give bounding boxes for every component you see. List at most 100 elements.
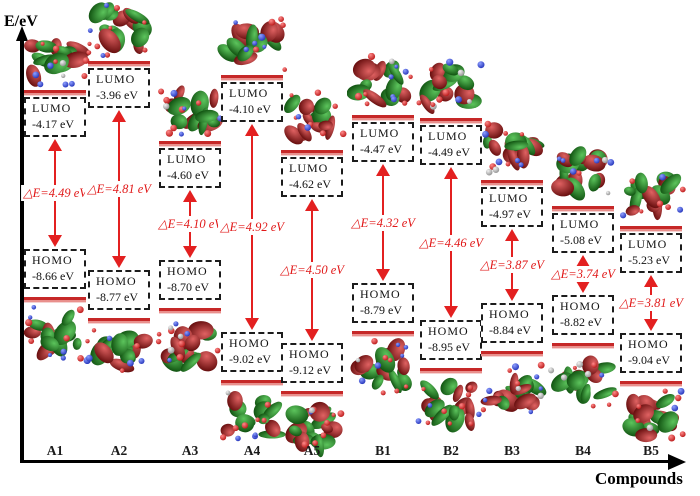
lumo-label: LUMO [360,126,400,140]
lumo-label: LUMO [489,191,529,205]
lumo-box: LUMO -4.62 eV [281,157,343,198]
homo-label: HOMO [360,287,401,301]
homo-label: HOMO [32,253,73,267]
lumo-energy-value: -4.47 eV [360,141,402,156]
homo-label: HOMO [96,274,137,288]
homo-label: HOMO [628,337,669,351]
arrow-down-icon [245,318,259,330]
lumo-level-line [88,61,150,64]
lumo-box: LUMO -4.49 eV [420,125,482,166]
lumo-label: LUMO [428,129,468,143]
lumo-label: LUMO [628,237,668,251]
lumo-box: LUMO -4.10 eV [221,82,283,123]
lumo-label: LUMO [289,161,329,175]
y-axis-line [20,40,24,463]
homo-box: HOMO -8.84 eV [481,303,543,344]
arrow-down-icon [644,319,658,331]
lumo-level-line [221,75,283,78]
arrow-down-icon [48,235,62,247]
lumo-box: LUMO -5.23 eV [620,233,682,274]
homo-level-line [221,380,283,383]
lumo-level-line [281,150,343,153]
homo-box: HOMO -9.04 eV [620,333,682,374]
gap-value-label: △E=3.81 eV [617,295,685,311]
lumo-box: LUMO -4.97 eV [481,187,543,228]
homo-energy-value: -8.79 eV [360,302,402,317]
lumo-level-line [420,118,482,121]
homo-orbital-image [476,361,547,417]
homo-orbital-image [220,390,286,442]
lumo-orbital-image [347,53,413,108]
homo-box: HOMO -8.79 eV [352,283,414,324]
compound-label: B2 [443,443,459,458]
homo-label: HOMO [167,264,208,278]
homo-box: HOMO -8.66 eV [24,249,86,290]
homo-level-line [88,318,150,321]
homo-orbital-image [622,388,686,443]
lumo-energy-value: -3.96 eV [96,87,138,102]
lumo-label: LUMO [229,86,269,100]
homo-label: HOMO [489,307,530,321]
homo-label: HOMO [428,324,469,338]
gap-value-label: △E=4.50 eV [278,262,346,278]
lumo-orbital-image [158,85,224,137]
gap-value-label: △E=4.46 eV [417,234,485,251]
homo-orbital-image [23,305,91,364]
homo-orbital-image [285,401,345,458]
lumo-box: LUMO -4.47 eV [352,122,414,163]
arrow-down-icon [183,246,197,258]
homo-energy-value: -9.04 eV [628,352,670,367]
lumo-label: LUMO [167,152,207,166]
compound-label: A3 [181,443,199,458]
lumo-energy-value: -5.23 eV [628,252,670,267]
gap-value-label: △E=3.74 eV [549,266,617,282]
compound-label: A1 [46,443,64,458]
homo-energy-value: -9.02 eV [229,351,271,366]
arrow-down-icon [376,269,390,281]
gap-value-label: △E=4.10 eV [156,216,224,232]
x-axis-label: Compounds [595,469,683,488]
homo-orbital-image [548,355,619,409]
compound-label: B5 [643,443,659,458]
lumo-orbital-image [620,171,686,221]
compound-label: A5 [303,443,321,458]
homo-label: HOMO [289,347,330,361]
gap-value-label: △E=4.32 eV [349,214,417,231]
arrow-down-icon [505,289,519,301]
homo-energy-value: -8.82 eV [560,314,602,329]
lumo-orbital-image [217,16,287,72]
homo-box: HOMO -9.02 eV [221,332,283,373]
lumo-box: LUMO -4.60 eV [159,148,221,189]
homo-label: HOMO [560,299,601,313]
lumo-energy-value: -4.49 eV [428,144,470,159]
compound-label: B4 [575,443,591,458]
homo-box: HOMO -8.77 eV [88,270,150,311]
lumo-label: LUMO [560,217,600,231]
lumo-energy-value: -4.97 eV [489,206,531,221]
homo-box: HOMO -8.70 eV [159,260,221,301]
homo-level-line [352,331,414,334]
homo-energy-value: -8.77 eV [96,289,138,304]
gap-value-label: △E=4.92 eV [218,219,286,235]
homo-energy-value: -8.66 eV [32,268,74,283]
homo-level-line [552,343,614,346]
homo-level-line [159,308,221,311]
homo-level-line [481,351,543,354]
homo-box: HOMO -8.82 eV [552,295,614,336]
lumo-orbital-image [284,89,347,145]
lumo-level-line [481,180,543,183]
lumo-box: LUMO -3.96 eV [88,68,150,109]
homo-label: HOMO [229,336,270,350]
homo-level-line [281,391,343,394]
lumo-energy-value: -4.17 eV [32,116,74,131]
homo-level-line [420,368,482,371]
homo-orbital-image [350,338,412,396]
arrow-down-icon [112,256,126,268]
lumo-level-line [552,206,614,209]
lumo-level-line [352,115,414,118]
arrow-down-icon [576,281,590,293]
lumo-level-line [620,226,682,229]
y-axis-label: E/eV [4,13,38,30]
lumo-orbital-image [416,58,485,114]
lumo-orbital-image [24,38,91,88]
